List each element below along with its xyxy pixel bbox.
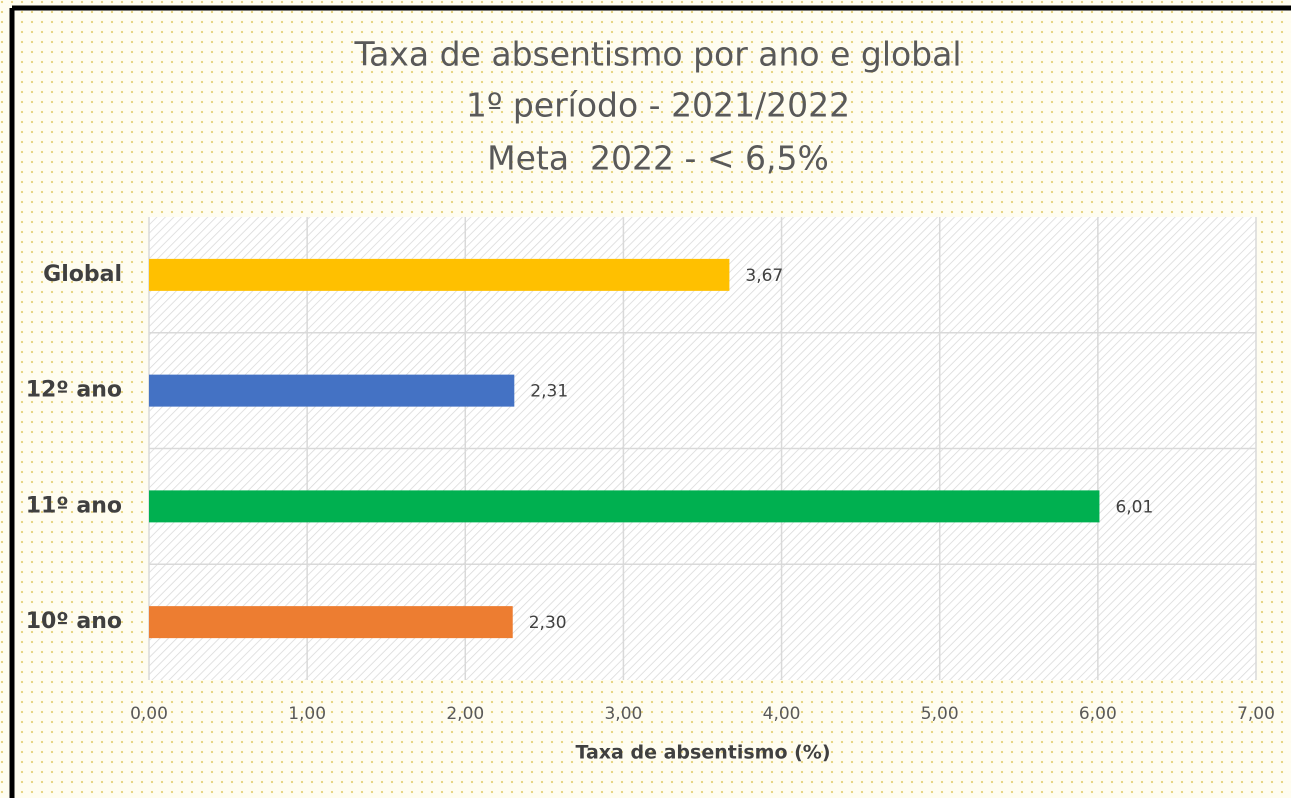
bar: [149, 606, 513, 639]
x-tick-label: 3,00: [604, 704, 642, 724]
data-label: 6,01: [1115, 497, 1153, 517]
x-axis-label: Taxa de absentismo (%): [575, 742, 830, 764]
x-tick-label: 2,00: [446, 704, 484, 724]
x-tick-label: 0,00: [130, 704, 168, 724]
data-label: 3,67: [745, 266, 783, 286]
chart-subtitle: 1º período - 2021/2022: [466, 86, 850, 125]
x-tick-label: 6,00: [1079, 704, 1117, 724]
y-tick-label: 11º ano: [26, 493, 122, 518]
chart-subtitle: Meta 2022 - < 6,5%: [487, 139, 829, 178]
bar: [149, 374, 515, 407]
bar: [149, 490, 1100, 523]
data-label: 2,30: [529, 613, 567, 633]
x-tick-label: 5,00: [921, 704, 959, 724]
x-tick-label: 4,00: [763, 704, 801, 724]
y-tick-label: 10º ano: [26, 609, 122, 634]
chart-title: Taxa de absentismo por ano e global: [353, 35, 961, 74]
data-label: 2,31: [530, 382, 568, 402]
x-tick-label: 7,00: [1237, 704, 1275, 724]
bar: [149, 258, 730, 291]
y-tick-label: Global: [43, 262, 122, 287]
x-tick-label: 1,00: [288, 704, 326, 724]
y-tick-label: 12º ano: [26, 378, 122, 403]
